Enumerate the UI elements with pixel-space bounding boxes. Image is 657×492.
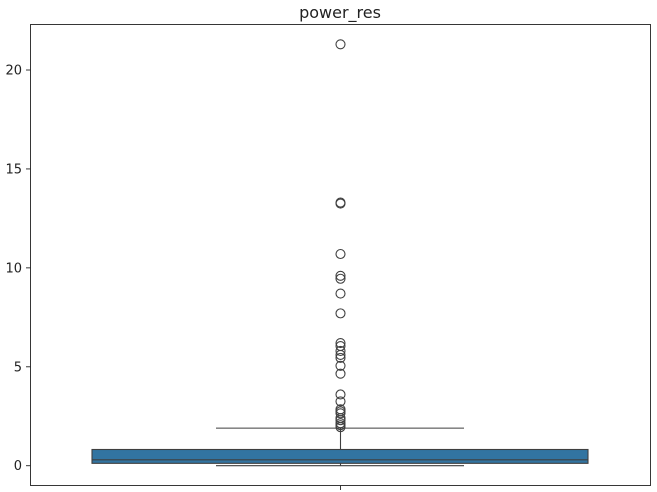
- outlier-point: [335, 360, 346, 371]
- iqr-box: [91, 448, 589, 464]
- y-tick-label-0: 0: [14, 459, 22, 474]
- y-axis: 0 5 10 15 20: [5, 64, 31, 474]
- box-series: [91, 427, 589, 467]
- y-tick-label-20: 20: [5, 64, 22, 79]
- chart-title: power_res: [299, 3, 381, 23]
- outlier-point: [335, 396, 346, 407]
- outlier-point: [335, 337, 346, 349]
- outlier-point: [335, 273, 346, 284]
- outlier-point: [335, 345, 346, 357]
- outlier-point: [335, 408, 346, 419]
- y-tick-label-15: 15: [5, 162, 22, 177]
- outlier-point: [335, 352, 346, 363]
- outlier-point: [335, 422, 346, 433]
- outlier-points: [335, 39, 346, 433]
- outlier-point: [335, 349, 346, 360]
- y-tick-label-5: 5: [14, 360, 22, 375]
- outlier-point: [335, 415, 346, 426]
- outlier-point: [335, 270, 346, 281]
- outlier-point: [335, 288, 346, 299]
- outlier-point: [335, 389, 346, 400]
- outlier-point: [335, 39, 346, 50]
- outlier-point: [335, 198, 346, 209]
- outlier-point: [335, 368, 346, 379]
- outlier-point: [335, 248, 346, 260]
- y-tick-label-10: 10: [5, 261, 22, 276]
- outlier-point: [335, 308, 346, 319]
